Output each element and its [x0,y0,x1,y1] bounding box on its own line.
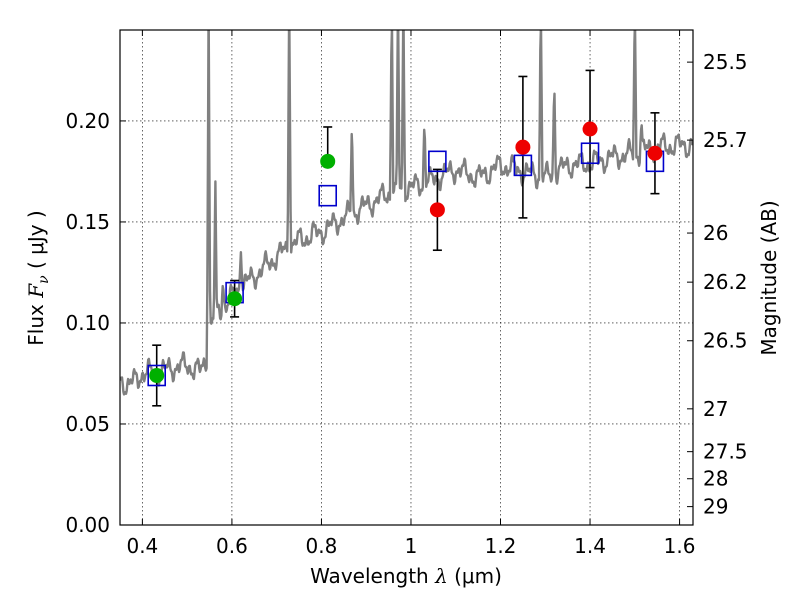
plot-frame [119,29,694,526]
magnitude-tick-label: 29 [703,495,728,519]
model-flux-square [147,364,167,387]
x-tick-label: 1.4 [574,534,606,558]
observed-flux-point [227,291,243,307]
x-axis-label: Wavelength λ (μm) [310,564,502,588]
magnitude-tick-label: 28 [703,467,728,491]
x-tick-label: 1.6 [664,534,696,558]
observed-flux-point [429,202,445,218]
magnitude-ticks: 25.5 25.7 26 26.2 26.5 27 27.5 28 29 [687,50,748,519]
magnitude-tick-label: 25.5 [703,50,748,74]
y-tick-label: 0.00 [65,513,110,537]
magnitude-tick-label: 27.5 [703,440,748,464]
observed-flux-point [515,139,531,155]
model-flux-square [513,154,533,177]
observed-flux-point [582,121,598,137]
model-flux-square [318,184,338,207]
observed-flux-point [320,153,336,169]
x-tick-label: 1.2 [485,534,517,558]
y-axis-label: Flux Fν ( μJy ) [24,210,52,345]
magnitude-tick-label: 26 [703,221,728,245]
y2-axis-label: Magnitude (AB) [757,200,781,355]
model-flux-square [428,150,447,173]
magnitude-tick-label: 27 [703,397,728,421]
y-ticks: 0.00 0.05 0.10 0.15 0.20 [65,109,126,537]
x-tick-label: 0.6 [216,534,248,558]
sed-model-spectrum [120,30,693,396]
grid [120,30,693,526]
observed-flux-point [647,145,663,161]
y-tick-label: 0.10 [65,311,110,335]
x-tick-label: 0.8 [306,534,338,558]
observed-photometry [149,121,663,383]
x-ticks: 0.4 0.6 0.8 1 1.2 1.4 1.6 [126,30,695,558]
magnitude-tick-label: 26.5 [703,329,748,353]
y-tick-label: 0.20 [65,109,110,133]
sed-model-layer [120,30,693,396]
x-tick-label: 1 [405,534,418,558]
y-tick-label: 0.15 [65,210,110,234]
magnitude-tick-label: 25.7 [703,128,748,152]
y-tick-label: 0.05 [65,412,110,436]
model-photometry [147,142,665,387]
magnitude-tick-label: 26.2 [703,270,748,294]
x-tick-label: 0.4 [126,534,158,558]
observed-flux-point [149,367,165,383]
model-flux-square [580,142,600,165]
